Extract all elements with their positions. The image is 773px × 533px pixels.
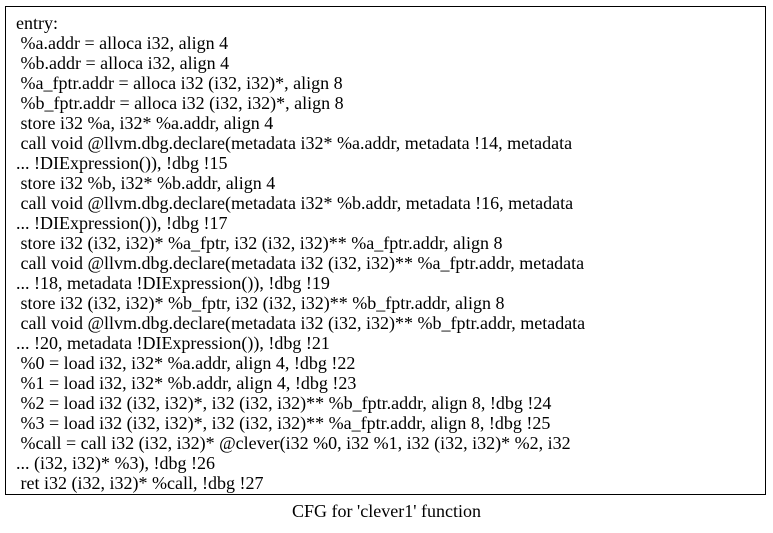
instruction-line: store i32 %a, i32* %a.addr, align 4	[16, 113, 274, 133]
cfg-node-entry: entry: %a.addr = alloca i32, align 4 %b.…	[5, 6, 766, 495]
instruction-line: ... !18, metadata !DIExpression()), !dbg…	[16, 273, 330, 293]
instruction-line: %a.addr = alloca i32, align 4	[16, 33, 229, 53]
instruction-line: store i32 %b, i32* %b.addr, align 4	[16, 173, 276, 193]
instruction-line: %1 = load i32, i32* %b.addr, align 4, !d…	[16, 373, 357, 393]
instruction-line: %0 = load i32, i32* %a.addr, align 4, !d…	[16, 353, 356, 373]
instruction-line: call void @llvm.dbg.declare(metadata i32…	[16, 313, 586, 333]
graph-caption: CFG for 'clever1' function	[292, 501, 481, 521]
instruction-line: ... !DIExpression()), !dbg !15	[16, 153, 228, 173]
instruction-line: ... (i32, i32)* %3), !dbg !26	[16, 453, 215, 473]
instruction-line: ret i32 (i32, i32)* %call, !dbg !27	[16, 473, 264, 493]
instruction-line: call void @llvm.dbg.declare(metadata i32…	[16, 133, 573, 153]
instruction-line: call void @llvm.dbg.declare(metadata i32…	[16, 253, 585, 273]
instruction-line: %call = call i32 (i32, i32)* @clever(i32…	[16, 433, 571, 453]
node-label: entry:	[16, 13, 58, 33]
instruction-line: store i32 (i32, i32)* %b_fptr, i32 (i32,…	[16, 293, 505, 313]
instruction-line: ... !DIExpression()), !dbg !17	[16, 213, 228, 233]
instruction-line: %b.addr = alloca i32, align 4	[16, 53, 230, 73]
instruction-line: store i32 (i32, i32)* %a_fptr, i32 (i32,…	[16, 233, 503, 253]
instruction-line: %3 = load i32 (i32, i32)*, i32 (i32, i32…	[16, 413, 551, 433]
instruction-line: ... !20, metadata !DIExpression()), !dbg…	[16, 333, 330, 353]
instruction-line: %2 = load i32 (i32, i32)*, i32 (i32, i32…	[16, 393, 552, 413]
node-instructions: %a.addr = alloca i32, align 4 %b.addr = …	[16, 33, 585, 493]
instruction-line: %b_fptr.addr = alloca i32 (i32, i32)*, a…	[16, 93, 344, 113]
instruction-line: call void @llvm.dbg.declare(metadata i32…	[16, 193, 574, 213]
instruction-line: %a_fptr.addr = alloca i32 (i32, i32)*, a…	[16, 73, 343, 93]
